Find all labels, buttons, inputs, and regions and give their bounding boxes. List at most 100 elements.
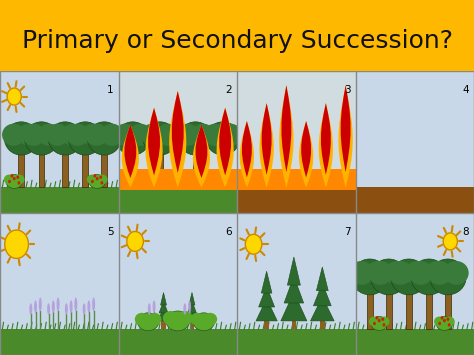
Polygon shape	[169, 91, 186, 187]
Circle shape	[10, 174, 13, 178]
Ellipse shape	[66, 124, 89, 146]
Ellipse shape	[6, 175, 23, 189]
Ellipse shape	[351, 259, 388, 295]
Ellipse shape	[391, 259, 427, 295]
Bar	[237, 187, 356, 213]
Bar	[0, 187, 118, 213]
Bar	[192, 148, 199, 187]
Ellipse shape	[143, 122, 177, 155]
Ellipse shape	[74, 297, 77, 311]
Ellipse shape	[85, 124, 108, 146]
Ellipse shape	[82, 303, 86, 315]
Ellipse shape	[61, 124, 84, 146]
Ellipse shape	[444, 317, 455, 327]
Bar	[118, 329, 237, 355]
Bar	[118, 169, 237, 190]
Circle shape	[96, 177, 99, 180]
Text: 6: 6	[226, 227, 232, 237]
Ellipse shape	[206, 122, 240, 155]
Polygon shape	[157, 308, 170, 321]
Polygon shape	[301, 121, 311, 178]
Ellipse shape	[52, 300, 55, 313]
Polygon shape	[189, 293, 195, 305]
Ellipse shape	[65, 303, 68, 315]
Polygon shape	[196, 125, 207, 178]
Ellipse shape	[92, 297, 95, 311]
Ellipse shape	[87, 300, 91, 313]
Ellipse shape	[68, 122, 102, 155]
Ellipse shape	[405, 261, 429, 285]
Bar	[130, 148, 136, 187]
Polygon shape	[125, 125, 136, 178]
Bar	[445, 287, 451, 329]
Ellipse shape	[369, 317, 380, 327]
Bar	[38, 148, 45, 187]
Ellipse shape	[156, 124, 179, 146]
Circle shape	[447, 323, 450, 327]
Ellipse shape	[365, 261, 391, 285]
Ellipse shape	[368, 261, 393, 285]
Circle shape	[375, 316, 378, 320]
Text: 5: 5	[107, 227, 114, 237]
Ellipse shape	[176, 124, 200, 146]
Circle shape	[93, 174, 96, 178]
Ellipse shape	[425, 261, 450, 285]
Ellipse shape	[4, 122, 38, 155]
Ellipse shape	[147, 313, 162, 326]
Circle shape	[16, 175, 19, 179]
Ellipse shape	[384, 261, 410, 285]
Text: Primary or Secondary Succession?: Primary or Secondary Succession?	[21, 29, 453, 53]
Circle shape	[381, 317, 384, 321]
Ellipse shape	[2, 124, 25, 146]
Polygon shape	[188, 301, 196, 313]
Bar	[118, 187, 237, 213]
Text: 1: 1	[107, 85, 114, 95]
Bar	[292, 321, 296, 329]
Ellipse shape	[444, 261, 469, 285]
Ellipse shape	[153, 300, 155, 313]
Ellipse shape	[371, 317, 387, 331]
Bar	[18, 148, 24, 187]
Bar	[101, 148, 107, 187]
Ellipse shape	[137, 313, 159, 331]
Polygon shape	[259, 103, 274, 187]
Ellipse shape	[191, 313, 204, 326]
Ellipse shape	[39, 297, 42, 311]
Polygon shape	[341, 85, 351, 172]
Bar	[356, 329, 474, 355]
Ellipse shape	[70, 300, 73, 313]
Circle shape	[5, 230, 28, 258]
Ellipse shape	[89, 175, 105, 189]
Polygon shape	[281, 292, 307, 321]
Ellipse shape	[29, 303, 32, 315]
Ellipse shape	[87, 175, 98, 185]
Ellipse shape	[179, 122, 212, 155]
Ellipse shape	[47, 303, 50, 315]
Ellipse shape	[141, 124, 164, 146]
Ellipse shape	[219, 124, 242, 146]
Bar	[237, 169, 356, 190]
Circle shape	[440, 316, 444, 320]
Circle shape	[13, 177, 16, 180]
Polygon shape	[310, 297, 334, 321]
Bar	[220, 148, 226, 187]
Ellipse shape	[34, 300, 37, 313]
Ellipse shape	[177, 311, 192, 325]
Ellipse shape	[129, 124, 152, 146]
Circle shape	[91, 180, 94, 183]
Polygon shape	[313, 283, 331, 306]
Polygon shape	[262, 103, 272, 175]
Ellipse shape	[37, 124, 61, 146]
Bar	[264, 321, 269, 329]
Ellipse shape	[82, 124, 105, 146]
Circle shape	[443, 319, 446, 322]
Ellipse shape	[148, 303, 151, 315]
Ellipse shape	[408, 261, 433, 285]
Polygon shape	[217, 108, 234, 187]
Polygon shape	[284, 276, 304, 303]
Ellipse shape	[46, 124, 69, 146]
Ellipse shape	[4, 175, 15, 185]
Text: 4: 4	[463, 85, 469, 95]
Bar	[386, 287, 392, 329]
Polygon shape	[287, 257, 301, 285]
